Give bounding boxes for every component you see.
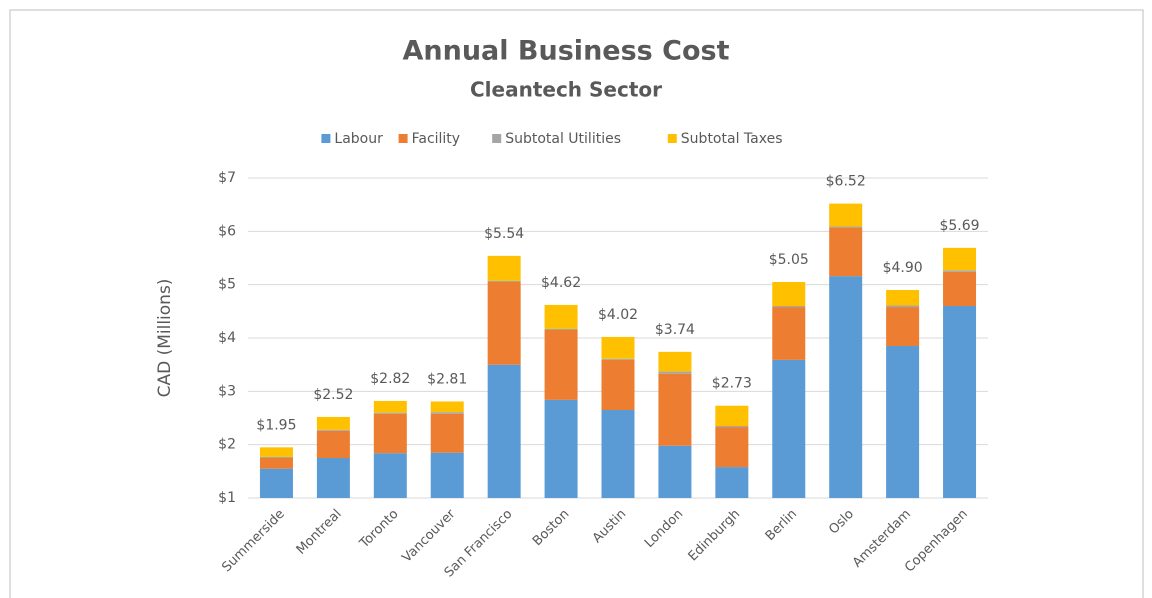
bar-segment [715,467,749,498]
y-tick-label: $4 [218,330,236,346]
total-label: $4.62 [541,275,581,291]
bar-segment [487,364,521,498]
bar-segment [715,426,749,428]
x-tick-label: Austin [590,507,629,546]
bar-segment [943,306,977,498]
chart-subtitle: Cleantech Sector [470,78,662,102]
bar-segment [544,330,578,400]
bar-segment [544,304,578,329]
bar-segment [373,400,407,413]
bar-segment [886,346,920,498]
legend-swatch [321,134,331,143]
bar-segment [430,413,464,453]
y-tick-label: $1 [218,490,236,506]
bar-segment [430,412,464,414]
bar-segment [259,456,293,458]
total-label: $4.02 [598,307,638,323]
total-label: $2.73 [712,376,752,392]
legend-label: Subtotal Taxes [681,131,783,147]
bar-segment [316,416,350,430]
x-tick-label: Berlin [763,507,800,544]
bar-segment [373,453,407,498]
bar-segment [373,412,407,414]
frame [9,9,1144,598]
total-label: $5.69 [939,218,979,234]
x-tick-label: Amsterdam [850,507,914,571]
bar-segment [943,270,977,272]
total-label: $4.90 [883,260,923,276]
bar-segment [259,468,293,498]
total-label: $2.81 [427,371,467,387]
bar-segment [658,445,692,498]
bar-segment [601,410,635,498]
bar-segment [772,282,806,306]
legend-label: Subtotal Utilities [505,131,621,147]
bar-segment [829,227,863,277]
bar-segment [772,359,806,498]
legend-swatch [492,134,502,143]
bar-segment [658,373,692,446]
total-label: $2.52 [313,387,353,403]
x-tick-label: London [642,507,686,551]
x-tick-label: Oslo [826,507,857,538]
total-label: $6.52 [826,174,866,190]
bar-segment [601,358,635,360]
bar-segment [886,290,920,306]
y-axis-label: CAD (Millions) [155,279,175,398]
y-tick-label: $5 [218,277,236,293]
y-tick-label: $2 [218,437,236,453]
legend-label: Facility [412,131,461,147]
y-tick-label: $6 [218,223,236,239]
legend-swatch [667,134,677,143]
bar-segment [373,413,407,454]
x-tick-label: Toronto [356,507,401,552]
bar-segment [886,307,920,346]
bar-segment [658,371,692,374]
y-tick-label: $3 [218,383,236,399]
bar-segment [829,276,863,498]
total-label: $3.74 [655,322,695,338]
bar-segment [829,203,863,227]
total-label: $1.95 [256,417,296,433]
bar-segment [544,399,578,498]
bar-segment [316,430,350,458]
bar-segment [430,452,464,498]
bar-segment [316,458,350,498]
total-label: $5.54 [484,226,524,242]
bar-segment [487,255,521,281]
bar-segment [772,306,806,308]
bar-segment [772,307,806,360]
bar-segment [886,305,920,308]
bar-segment [487,282,521,365]
x-tick-label: Vancouver [400,506,459,565]
bar-segment [487,280,521,282]
bar-segment [316,429,350,431]
bar-segment [259,447,293,457]
bar-segment [601,359,635,410]
y-tick-label: $7 [218,170,236,186]
chart-title: Annual Business Cost [403,36,730,67]
bar-segment [544,328,578,330]
bar-segment [943,247,977,271]
legend-swatch [398,134,408,143]
legend-label: Labour [334,131,383,147]
x-tick-label: Summerside [219,507,287,575]
bar-segment [715,427,749,468]
total-label: $2.82 [370,371,410,387]
bar-segment [430,401,464,413]
x-tick-label: Edinburgh [686,507,744,565]
bar-segment [601,336,635,359]
bar-segment [715,405,749,426]
total-label: $5.05 [769,252,809,268]
bar-segment [658,351,692,372]
bar-segment [259,458,293,469]
bar-segment [829,226,863,228]
bar-segment [943,271,977,306]
x-tick-label: Boston [530,507,572,549]
x-tick-label: Montreal [294,507,345,558]
